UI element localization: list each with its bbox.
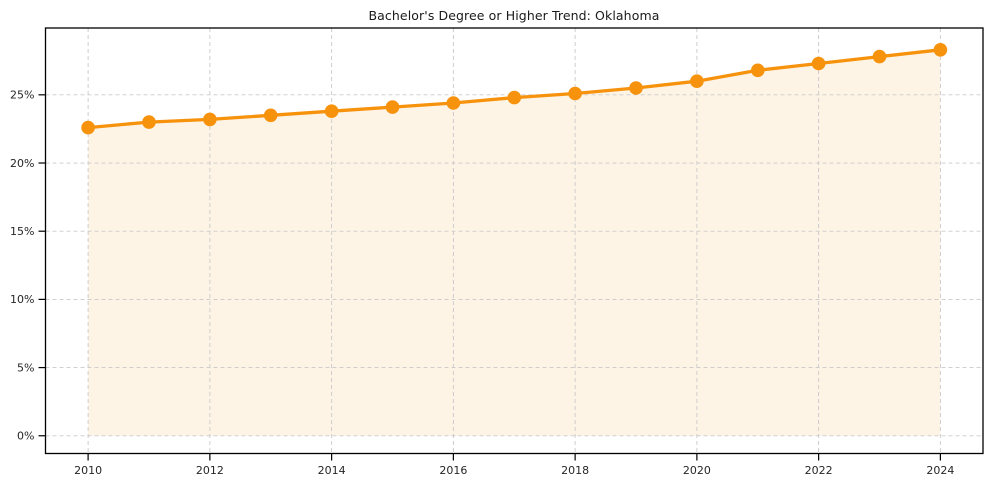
data-point-2018 xyxy=(568,86,582,101)
data-point-2015 xyxy=(385,100,400,114)
data-point-2023 xyxy=(872,49,887,64)
data-point-2011 xyxy=(142,115,156,129)
data-point-2020 xyxy=(690,74,704,88)
data-point-2010 xyxy=(81,120,95,135)
axis-frame xyxy=(44,27,984,455)
data-point-2016 xyxy=(446,96,461,110)
data-point-2014 xyxy=(324,104,339,118)
x-axis-tick-label: 2018 xyxy=(561,464,589,477)
data-point-2012 xyxy=(203,112,217,127)
y-axis-tick-label: 0% xyxy=(17,430,34,443)
x-axis-tick-label: 2012 xyxy=(196,464,224,477)
area-fill xyxy=(88,49,941,436)
y-axis-tick-label: 10% xyxy=(10,293,34,306)
y-axis-tick-label: 15% xyxy=(10,225,34,238)
data-point-2013 xyxy=(263,108,278,123)
data-point-2022 xyxy=(811,56,826,71)
data-point-2024 xyxy=(933,43,948,57)
data-point-2017 xyxy=(507,90,522,105)
chart-title: Bachelor's Degree or Higher Trend: Oklah… xyxy=(368,8,660,23)
y-axis-tick-label: 5% xyxy=(17,361,34,374)
x-axis-tick-label: 2014 xyxy=(318,464,346,477)
x-axis-tick-label: 2022 xyxy=(805,464,833,477)
x-axis-tick-label: 2020 xyxy=(683,464,711,477)
data-point-2019 xyxy=(629,81,643,95)
y-axis-tick-label: 25% xyxy=(10,89,34,102)
y-axis-tick-label: 20% xyxy=(10,157,34,170)
data-point-2021 xyxy=(751,63,765,78)
x-axis-tick-label: 2024 xyxy=(926,464,954,477)
x-axis-tick-label: 2016 xyxy=(439,464,467,477)
x-axis-tick-label: 2010 xyxy=(74,464,102,477)
